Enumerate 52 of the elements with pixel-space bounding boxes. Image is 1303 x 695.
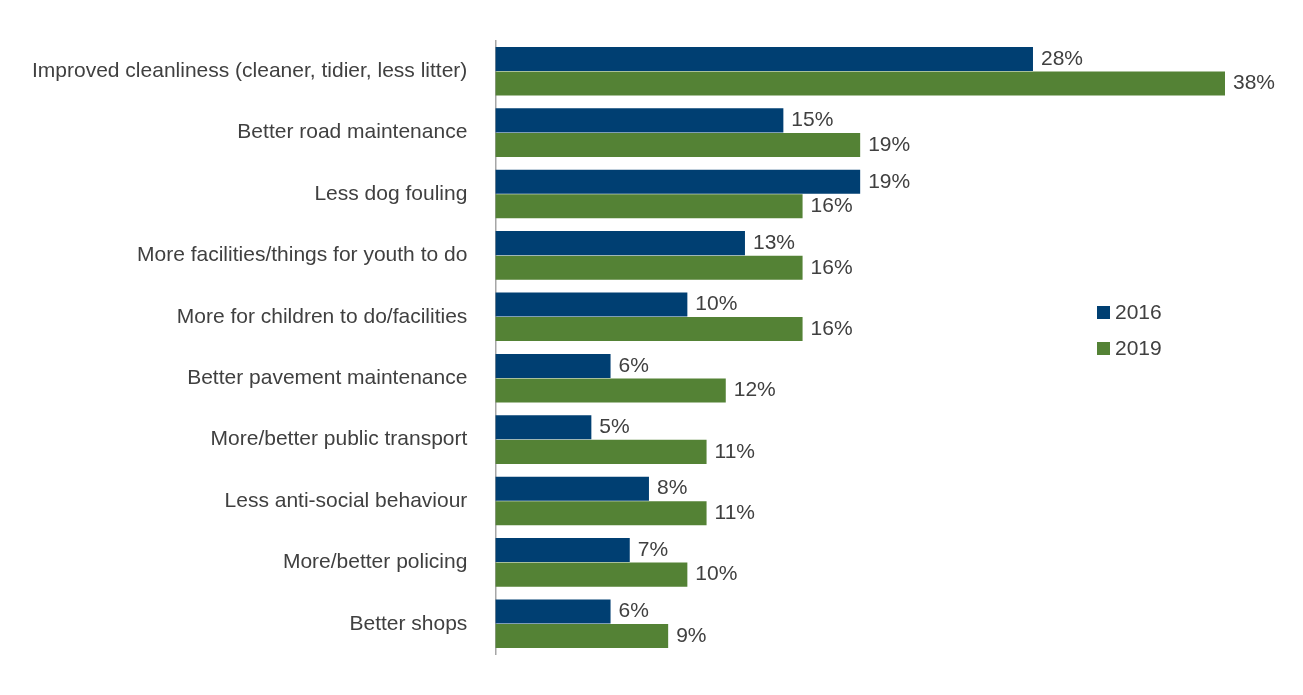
bar <box>495 108 784 133</box>
data-label: 9% <box>676 622 707 646</box>
y-tick-label: Less dog fouling <box>314 180 468 204</box>
data-label: 16% <box>810 315 853 339</box>
y-tick-label: More facilities/things for youth to do <box>137 242 468 266</box>
bar <box>495 439 707 464</box>
y-tick-label: Better pavement maintenance <box>187 364 468 388</box>
y-tick-label: Better shops <box>349 610 468 634</box>
y-tick-label: Less anti-social behaviour <box>224 487 468 511</box>
data-label: 16% <box>810 193 853 217</box>
data-label: 8% <box>656 475 688 499</box>
data-label: 15% <box>791 107 834 131</box>
bar <box>495 538 630 563</box>
data-label: 19% <box>868 131 911 155</box>
y-tick-label: Improved cleanliness (cleaner, tidier, less litter) <box>31 58 468 82</box>
bar <box>495 415 592 440</box>
data-label: 16% <box>810 254 853 278</box>
data-label: 10% <box>695 291 738 315</box>
y-tick-label: More/better policing <box>282 549 468 573</box>
data-label: 28% <box>1040 45 1084 69</box>
bar <box>495 292 688 317</box>
bar <box>495 353 611 378</box>
bar <box>495 623 669 649</box>
bar <box>495 46 1033 72</box>
bar <box>495 132 861 157</box>
data-label: 19% <box>868 168 911 192</box>
y-tick-label: More for children to do/facilities <box>176 303 468 327</box>
data-label: 6% <box>618 352 649 376</box>
data-label: 38% <box>1233 70 1276 94</box>
legend-label: 2019 <box>1115 336 1162 360</box>
data-label: 11% <box>714 500 756 524</box>
y-tick-label: Better road maintenance <box>237 119 468 143</box>
data-label: 7% <box>637 536 669 560</box>
bar <box>495 194 803 219</box>
data-label: 10% <box>695 561 738 585</box>
bar <box>495 169 861 194</box>
bar <box>495 255 803 280</box>
bar <box>495 501 707 526</box>
bar <box>495 476 649 501</box>
data-label: 5% <box>599 414 630 438</box>
bar <box>495 71 1225 96</box>
data-label: 11% <box>714 438 756 462</box>
data-label: 13% <box>752 229 795 253</box>
data-label: 12% <box>733 377 776 401</box>
bar <box>495 599 611 624</box>
bar <box>495 317 803 342</box>
bar <box>495 378 726 403</box>
legend-label: 2016 <box>1115 300 1162 324</box>
y-tick-label: More/better public transport <box>210 426 468 450</box>
bar <box>495 231 745 256</box>
bar <box>495 562 688 587</box>
data-label: 6% <box>618 598 649 622</box>
